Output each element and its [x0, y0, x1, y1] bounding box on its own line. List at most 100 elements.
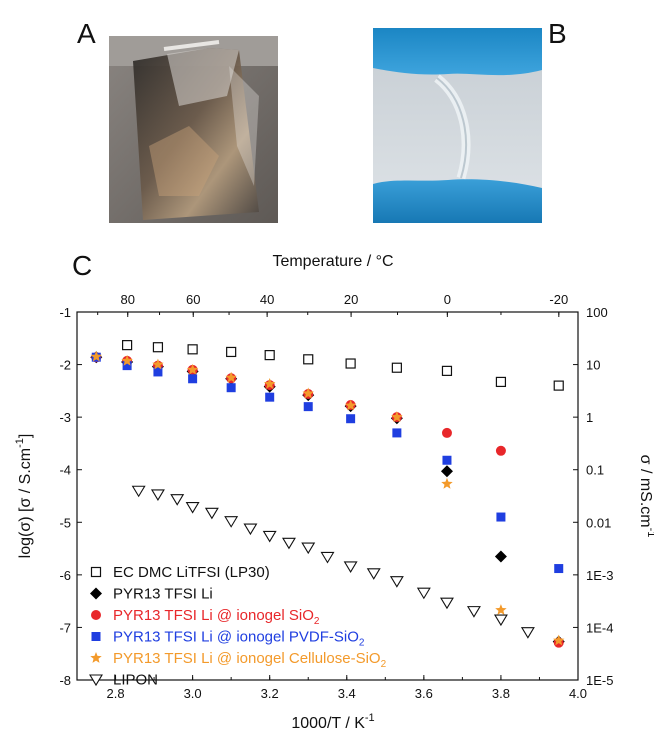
y2-tick-label: 0.1	[586, 463, 604, 478]
data-point	[227, 383, 236, 392]
chart-legend: EC DMC LiTFSI (LP30) PYR13 TFSI Li PYR13 T…	[90, 564, 387, 689]
data-point	[304, 402, 313, 411]
legend-marker	[92, 568, 101, 577]
x-tick-label: 3.4	[338, 686, 356, 701]
data-point	[392, 428, 401, 437]
data-point	[206, 508, 218, 518]
data-point	[188, 345, 197, 354]
x-tick-label: 4.0	[569, 686, 587, 701]
data-point	[442, 428, 452, 438]
y2-tick-label: 0.01	[586, 515, 611, 530]
x-tick-label: 3.0	[184, 686, 202, 701]
y-tick-label: -6	[59, 568, 71, 583]
legend-label: PYR13 TFSI Li	[113, 586, 213, 603]
data-point	[171, 495, 183, 505]
data-point	[522, 628, 534, 638]
legend-label: LIPON	[113, 672, 158, 689]
data-point	[495, 550, 507, 562]
legend-item: PYR13 TFSI Li	[90, 586, 213, 603]
data-point	[244, 524, 256, 534]
y2-tick-label: 1E-4	[586, 620, 613, 635]
legend-marker	[91, 610, 101, 620]
data-point	[225, 517, 237, 527]
series-4	[92, 353, 563, 573]
legend-label: PYR13 TFSI Li @ ionogel PVDF-SiO2	[113, 629, 365, 649]
data-point	[368, 569, 380, 579]
legend-item: PYR13 TFSI Li @ ionogel Cellulose-SiO2	[90, 650, 386, 670]
top-tick-label: 80	[121, 292, 135, 307]
legend-marker	[90, 588, 102, 600]
data-point	[441, 598, 453, 608]
legend-marker	[90, 652, 101, 663]
y2-tick-label: 1E-3	[586, 568, 613, 583]
plot-frame	[77, 312, 578, 680]
data-point	[322, 552, 334, 562]
data-point	[441, 465, 453, 477]
data-point	[496, 377, 505, 386]
data-point	[554, 381, 563, 390]
data-point	[187, 503, 199, 513]
chart-axes	[77, 312, 578, 680]
data-point	[304, 355, 313, 364]
data-point	[392, 363, 401, 372]
data-point	[554, 564, 563, 573]
data-point	[495, 604, 506, 615]
data-point	[468, 607, 480, 617]
x-axis-title: 1000/T / K-1	[291, 712, 374, 732]
data-point	[264, 531, 276, 541]
y-tick-label: -5	[59, 515, 71, 530]
data-point	[153, 343, 162, 352]
series-2	[90, 351, 564, 647]
top-tick-label: 40	[260, 292, 274, 307]
top-axis-title: Temperature / °C	[272, 253, 393, 270]
y2-tick-label: 10	[586, 358, 600, 373]
data-point	[495, 615, 507, 625]
data-point	[265, 393, 274, 402]
top-tick-label: 0	[444, 292, 451, 307]
y-tick-label: -8	[59, 673, 71, 688]
data-point	[283, 538, 295, 548]
top-tick-label: -20	[549, 292, 568, 307]
data-point	[188, 374, 197, 383]
legend-label: EC DMC LiTFSI (LP30)	[113, 564, 270, 581]
data-point	[123, 341, 132, 350]
data-point	[496, 446, 506, 456]
top-tick-label: 60	[186, 292, 200, 307]
data-point	[391, 577, 403, 587]
top-tick-label: 20	[344, 292, 358, 307]
y-axis-title: log(σ) [σ / S.cm-1]	[14, 434, 34, 559]
data-point	[302, 543, 314, 553]
x-tick-label: 3.8	[492, 686, 510, 701]
data-point	[346, 359, 355, 368]
data-point	[442, 456, 451, 465]
data-point	[496, 513, 505, 522]
y-tick-label: -3	[59, 410, 71, 425]
y-tick-label: -1	[59, 305, 71, 320]
data-point	[133, 486, 145, 496]
data-point	[227, 347, 236, 356]
series-3	[91, 352, 563, 647]
data-point	[346, 414, 355, 423]
y-tick-label: -7	[59, 620, 71, 635]
data-point	[152, 490, 164, 500]
data-point	[345, 562, 357, 572]
legend-item: PYR13 TFSI Li @ ionogel PVDF-SiO2	[92, 629, 365, 649]
y2-tick-label: 1E-5	[586, 673, 613, 688]
data-point	[265, 351, 274, 360]
legend-label: PYR13 TFSI Li @ ionogel SiO2	[113, 607, 320, 627]
y2-axis-title: σ / mS.cm-1	[637, 455, 654, 538]
x-tick-label: 3.6	[415, 686, 433, 701]
legend-label: PYR13 TFSI Li @ ionogel Cellulose-SiO2	[113, 650, 387, 670]
x-tick-label: 3.2	[261, 686, 279, 701]
legend-item: PYR13 TFSI Li @ ionogel SiO2	[91, 607, 320, 627]
data-point	[418, 588, 430, 598]
y-tick-label: -4	[59, 463, 71, 478]
y-tick-label: -2	[59, 358, 71, 373]
legend-item: EC DMC LiTFSI (LP30)	[92, 564, 270, 581]
y2-tick-label: 1	[586, 410, 593, 425]
data-point	[442, 366, 451, 375]
legend-marker	[92, 632, 101, 641]
data-point	[441, 478, 452, 489]
y2-tick-label: 100	[586, 305, 608, 320]
